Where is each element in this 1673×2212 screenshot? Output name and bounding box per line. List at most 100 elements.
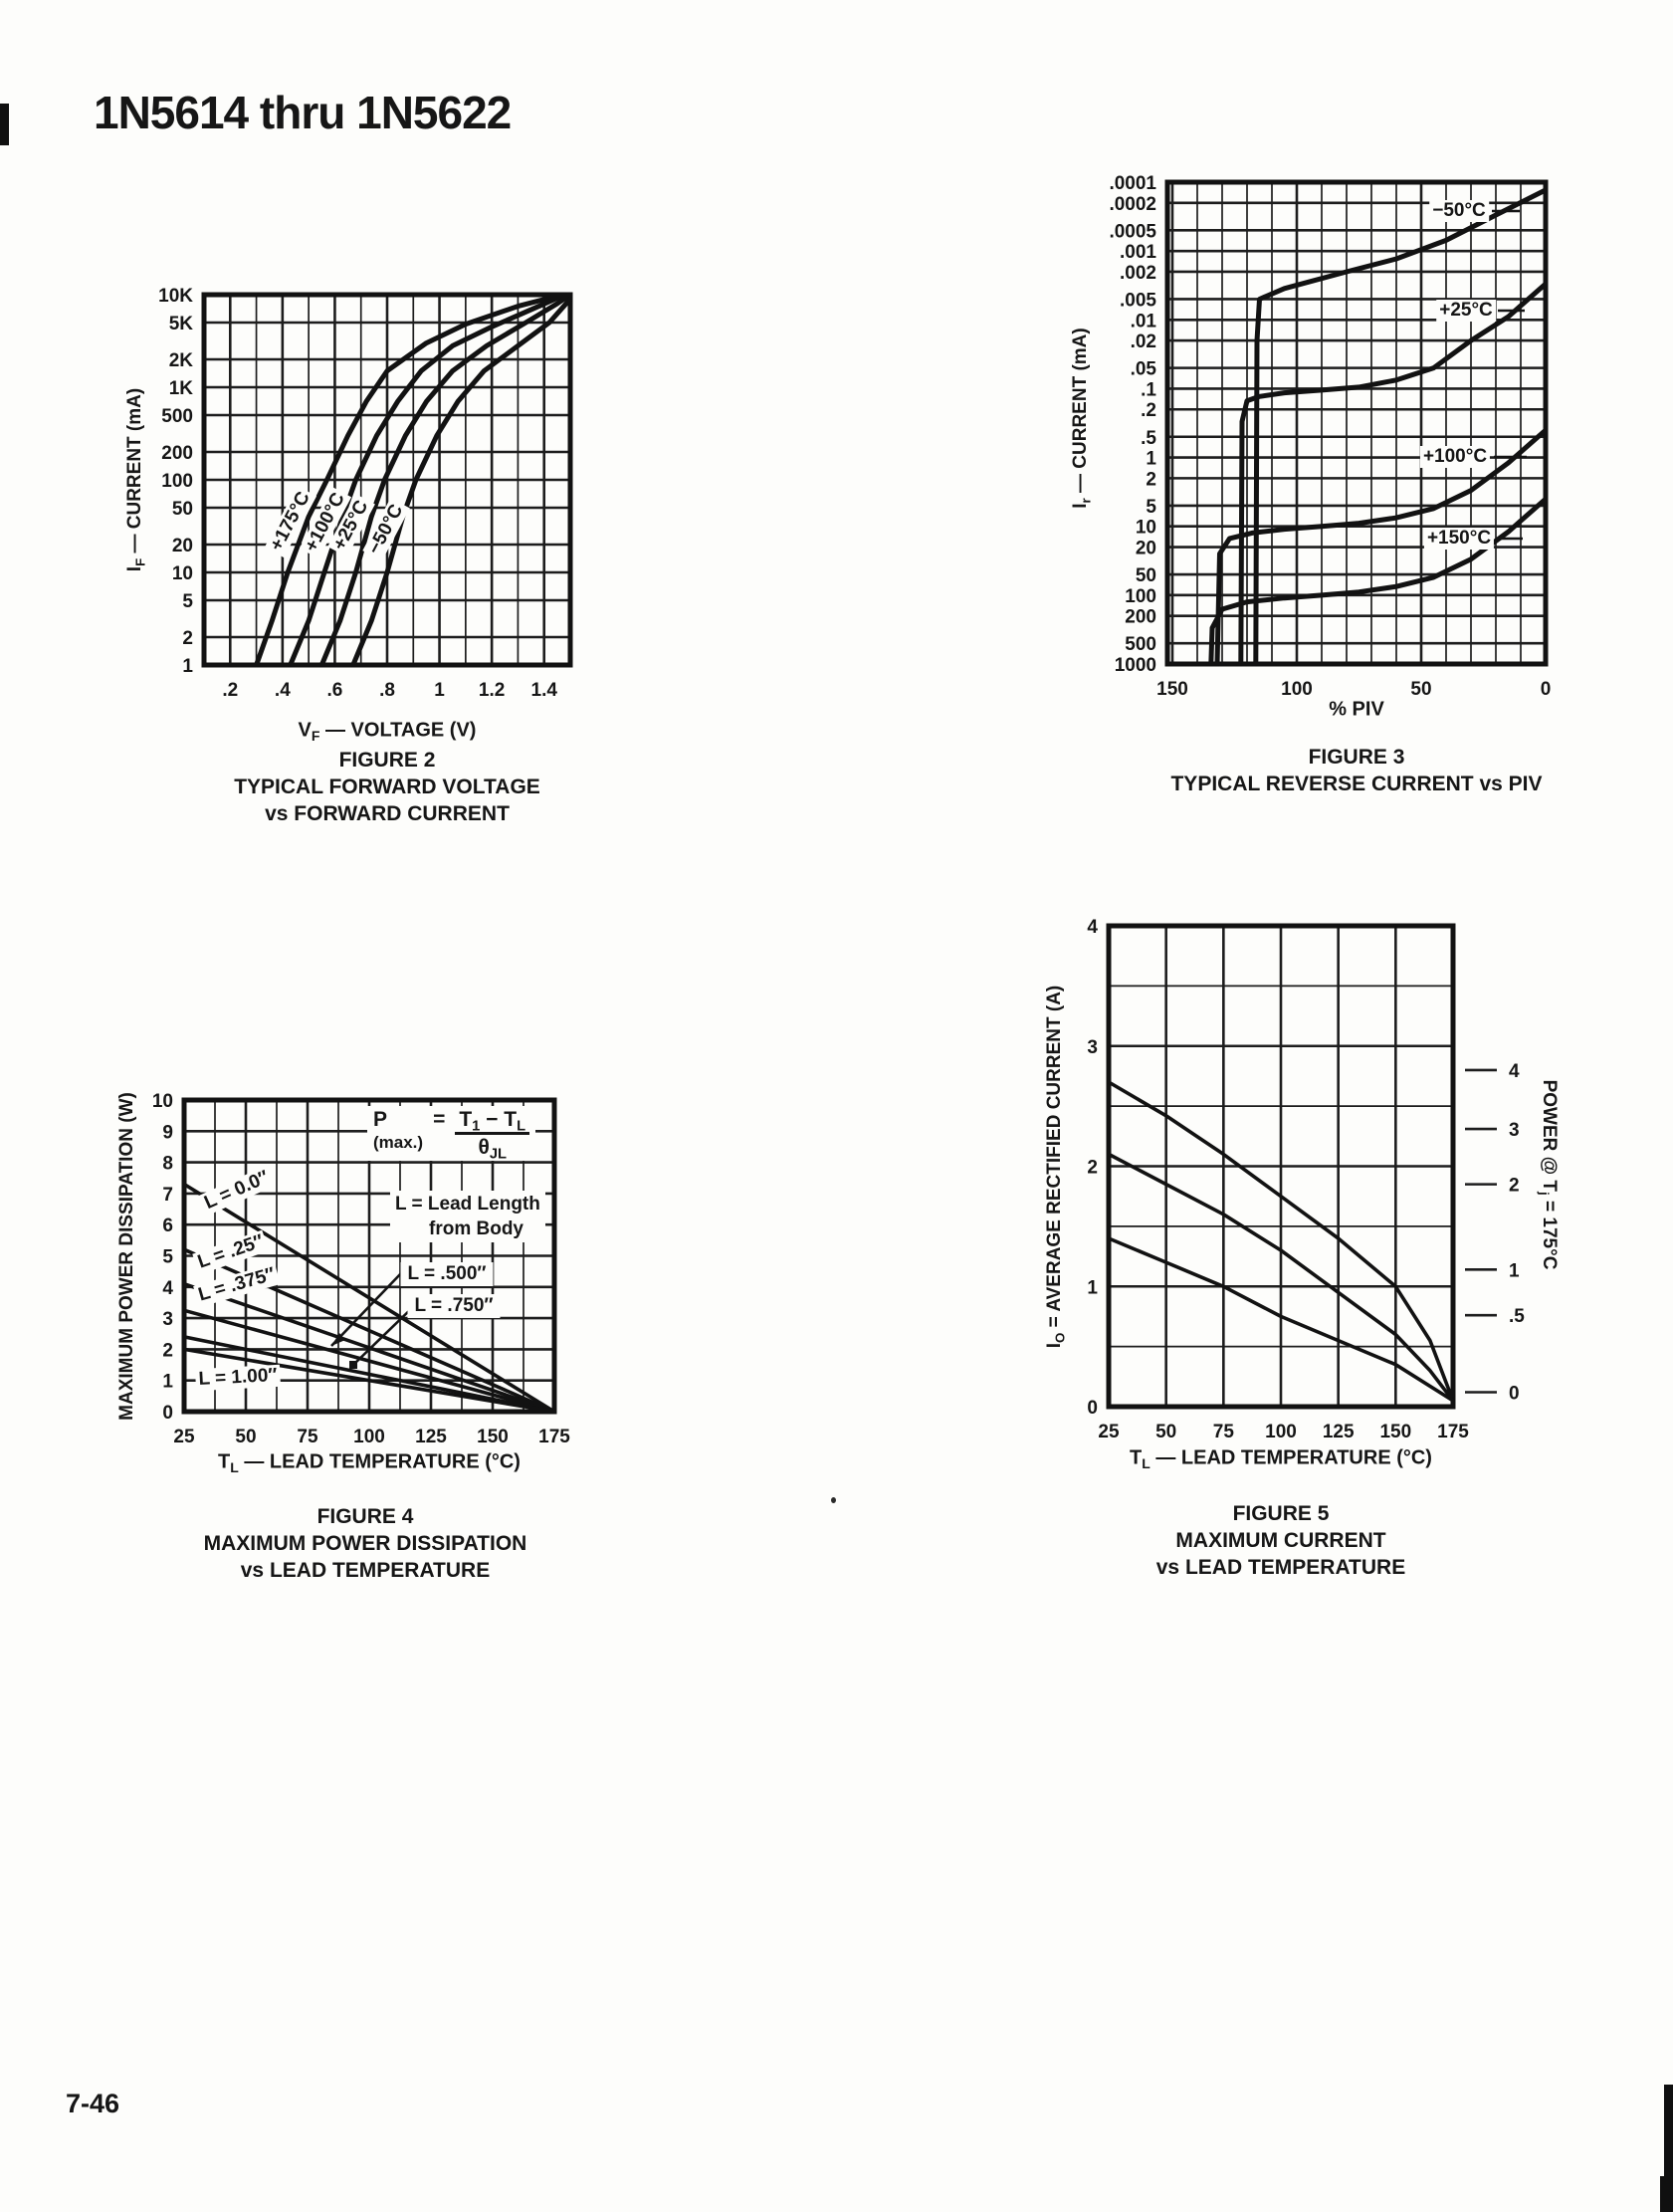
fig3-y-axis-title: Ir — CURRENT (mA) [1070, 328, 1094, 509]
formula-fraction: T1 − TL θJL [455, 1108, 530, 1162]
svg-text:.02: .02 [1131, 332, 1156, 352]
caption-line: MAXIMUM POWER DISSIPATION [203, 1532, 527, 1555]
svg-text:.005: .005 [1120, 290, 1156, 311]
svg-text:1: 1 [1146, 449, 1156, 470]
fig5-caption: FIGURE 5 MAXIMUM CURRENT vs LEAD TEMPERA… [1022, 1500, 1540, 1581]
svg-text:20: 20 [172, 536, 193, 556]
svg-text:4: 4 [1087, 917, 1098, 938]
svg-text:.002: .002 [1120, 263, 1156, 284]
svg-text:100: 100 [353, 1427, 385, 1447]
svg-text:125: 125 [415, 1427, 447, 1447]
svg-text:75: 75 [1213, 1422, 1235, 1442]
svg-text:150: 150 [477, 1427, 509, 1447]
svg-text:.4: .4 [275, 680, 291, 701]
svg-text:2: 2 [1146, 469, 1156, 490]
figure-2-chart: .2 .4 .6 .8 1 1.2 1.4 1 2 5 10 20 50 100 200 500 1K 2K 5K 1… [158, 286, 573, 701]
svg-text:1: 1 [434, 680, 445, 701]
svg-text:0: 0 [1541, 679, 1552, 700]
note-line: from Body [429, 1218, 523, 1239]
fig4-lead-length-note: L = Lead Length from Body [390, 1191, 545, 1242]
svg-text:200: 200 [1125, 607, 1156, 628]
svg-text:10: 10 [152, 1091, 173, 1112]
svg-text:4: 4 [162, 1278, 173, 1299]
svg-text:5: 5 [1146, 497, 1156, 518]
svg-text:.1: .1 [1141, 379, 1156, 400]
svg-text:100: 100 [1125, 586, 1156, 607]
fig5-x-axis-title: TL — LEAD TEMPERATURE (°C) [1130, 1446, 1432, 1471]
svg-text:.8: .8 [379, 680, 395, 701]
svg-text:200: 200 [161, 443, 193, 464]
formula-equals: = [433, 1108, 446, 1131]
caption-line: FIGURE 5 [1232, 1502, 1330, 1525]
fig4-curve-label: L = .750″ [407, 1294, 501, 1318]
caption-line: FIGURE 3 [1308, 746, 1405, 769]
svg-text:50: 50 [235, 1427, 256, 1447]
svg-text:150: 150 [1379, 1422, 1411, 1442]
svg-text:2: 2 [162, 1340, 173, 1361]
svg-text:.001: .001 [1120, 242, 1156, 263]
scan-artifact [1664, 2085, 1673, 2212]
fig4-caption: FIGURE 4 MAXIMUM POWER DISSIPATION vs LE… [106, 1503, 624, 1584]
svg-text:1: 1 [1509, 1260, 1520, 1281]
svg-text:3: 3 [162, 1309, 173, 1330]
fig2-caption: FIGURE 2 TYPICAL FORWARD VOLTAGE vs FORW… [128, 747, 646, 827]
svg-text:1.4: 1.4 [531, 680, 558, 701]
fig2-x-axis-title: VF — VOLTAGE (V) [298, 719, 477, 744]
fig4-x-axis-title: TL — LEAD TEMPERATURE (°C) [218, 1450, 521, 1475]
svg-text:50: 50 [1410, 679, 1431, 700]
fig4-curve-label: L = .500″ [400, 1262, 494, 1286]
svg-text:.0005: .0005 [1109, 221, 1156, 242]
caption-line: vs LEAD TEMPERATURE [240, 1559, 491, 1582]
svg-text:.5: .5 [1141, 428, 1156, 449]
fig4-y-axis-title: MAXIMUM POWER DISSIPATION (W) [116, 1092, 137, 1421]
svg-text:2K: 2K [169, 350, 194, 371]
fig3-curve-label: +150°C [1423, 528, 1495, 550]
scan-artifact [0, 104, 9, 145]
svg-text:100: 100 [161, 471, 193, 492]
page-number: 7-46 [66, 2089, 120, 2118]
fig3-curve-label: +25°C [1436, 300, 1496, 322]
caption-line: FIGURE 2 [338, 749, 436, 772]
svg-text:25: 25 [1098, 1422, 1120, 1442]
page-title: 1N5614 thru 1N5622 [94, 87, 512, 138]
svg-text:500: 500 [1125, 634, 1156, 655]
caption-line: TYPICAL REVERSE CURRENT vs PIV [1170, 773, 1543, 795]
svg-text:2: 2 [182, 628, 193, 649]
svg-text:5: 5 [182, 591, 193, 612]
svg-text:25: 25 [173, 1427, 195, 1447]
caption-line: FIGURE 4 [316, 1505, 414, 1528]
svg-text:5: 5 [162, 1247, 173, 1268]
svg-text:500: 500 [161, 406, 193, 427]
svg-text:2: 2 [1509, 1176, 1520, 1197]
figure-5-chart: 25 50 75 100 125 150 175 0 1 2 3 4 4 3 2 1 .5 0 [1087, 917, 1525, 1442]
svg-text:6: 6 [162, 1216, 173, 1236]
svg-text:100: 100 [1265, 1422, 1297, 1442]
svg-text:1000: 1000 [1115, 655, 1156, 676]
svg-text:125: 125 [1323, 1422, 1355, 1442]
svg-text:.2: .2 [1141, 400, 1156, 421]
figure-4-annotation-arrows [330, 1271, 416, 1369]
svg-text:0: 0 [1509, 1384, 1520, 1405]
svg-text:10: 10 [172, 563, 193, 584]
svg-text:5K: 5K [169, 314, 194, 334]
svg-text:0: 0 [162, 1403, 173, 1424]
svg-text:.2: .2 [222, 680, 238, 701]
caption-line: vs LEAD TEMPERATURE [1155, 1556, 1406, 1579]
svg-text:50: 50 [172, 499, 193, 520]
fig3-curve-label: −50°C [1429, 200, 1489, 222]
caption-line: vs FORWARD CURRENT [265, 802, 510, 825]
svg-text:.6: .6 [326, 680, 342, 701]
svg-text:10K: 10K [158, 286, 193, 307]
svg-text:1.2: 1.2 [479, 680, 505, 701]
svg-text:3: 3 [1087, 1037, 1098, 1058]
figure-3-chart: 150 100 50 0.0001.0002.0005.001.002.005.01.… [1109, 173, 1551, 700]
svg-text:150: 150 [1156, 679, 1188, 700]
svg-text:4: 4 [1509, 1061, 1520, 1082]
fig2-y-axis-title: IF — CURRENT (mA) [124, 387, 148, 572]
svg-text:10: 10 [1136, 518, 1156, 539]
fig3-caption: FIGURE 3 TYPICAL REVERSE CURRENT vs PIV [1098, 744, 1615, 797]
svg-text:.05: .05 [1131, 359, 1157, 380]
svg-text:3: 3 [1509, 1120, 1520, 1141]
svg-text:1K: 1K [169, 378, 194, 399]
svg-text:1: 1 [162, 1372, 173, 1393]
